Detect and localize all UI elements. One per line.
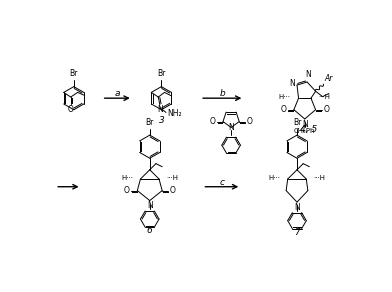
Text: c: c [220,178,224,187]
Text: H···: H··· [279,94,291,100]
Text: NH₂: NH₂ [168,109,182,118]
Text: ···H: ···H [313,175,325,181]
Text: N: N [294,203,300,212]
Text: Br: Br [293,119,301,127]
Text: 6: 6 [147,226,152,235]
Text: O: O [247,117,253,126]
Text: a: a [114,89,120,98]
Text: ···H: ···H [319,94,331,100]
Text: Br: Br [145,119,154,127]
Text: O: O [323,105,329,114]
Text: 3: 3 [158,116,164,125]
Text: O: O [124,186,130,195]
Text: ···H: ···H [166,175,178,181]
Text: N: N [289,79,295,88]
Text: N: N [147,201,152,210]
Text: H···: H··· [269,175,281,181]
Text: Ar: Ar [325,74,333,83]
Text: O: O [209,117,215,126]
Text: N: N [305,70,311,79]
Text: Br: Br [157,69,165,78]
Text: 4, 5: 4, 5 [300,125,317,134]
Text: O: O [68,105,74,114]
Text: Br: Br [70,69,78,78]
Text: N: N [228,123,234,132]
Text: b: b [220,89,225,98]
Text: N: N [302,120,308,129]
Text: 7: 7 [294,228,300,237]
Text: H···: H··· [122,175,133,181]
Text: O: O [280,105,286,114]
Text: O: O [170,186,176,195]
Text: CH₂Ph: CH₂Ph [294,128,316,134]
Text: N: N [157,105,163,114]
